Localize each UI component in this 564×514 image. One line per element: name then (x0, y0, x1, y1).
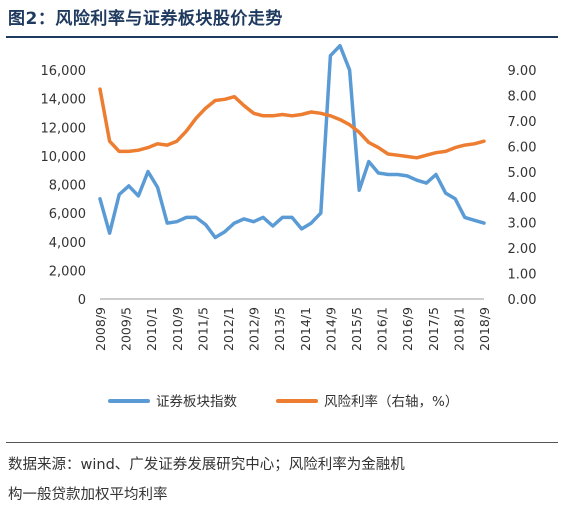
x-axis-tick-label: 2014/9 (323, 307, 338, 351)
x-axis-tick-label: 2010/1 (144, 307, 159, 351)
x-axis-tick-label: 2016/1 (375, 307, 390, 351)
left-axis-tick-label: 10,000 (41, 150, 87, 165)
x-axis-tick-labels: 2008/9 2009/5 2010/1 2010/9 2011/5 2012/1 2012… (93, 307, 492, 351)
left-axis-tick-label: 2,000 (49, 264, 86, 279)
right-axis-tick-label: 4.00 (508, 191, 537, 206)
source-divider (6, 442, 558, 443)
x-axis-tick-label: 2014/1 (298, 307, 313, 351)
left-axis-tick-labels: 0 2,000 4,000 6,000 8,000 10,000 12,000 14,000 1… (41, 64, 87, 308)
right-axis-tick-labels: 0.00 1.00 2.00 3.00 4.00 5.00 6.00 7.00 8.00 9.00 (508, 64, 537, 308)
source-note: 数据来源：wind、广发证券发展研究中心；风险利率为金融机 构一般贷款加权平均利… (8, 450, 556, 510)
right-axis-tick-label: 3.00 (508, 217, 537, 232)
source-line-2: 构一般贷款加权平均利率 (8, 487, 168, 503)
x-axis-tick-label: 2011/5 (195, 307, 210, 351)
x-axis-tick-label: 2012/1 (221, 307, 236, 351)
x-axis-tick-label: 2018/9 (477, 307, 492, 351)
left-axis-tick-label: 0 (78, 293, 86, 308)
left-axis-tick-label: 14,000 (41, 93, 87, 108)
x-axis-tick-label: 2008/9 (93, 307, 108, 351)
source-line-1: 数据来源：wind、广发证券发展研究中心；风险利率为金融机 (8, 457, 405, 473)
right-axis-tick-label: 5.00 (508, 166, 537, 181)
x-axis-tick-label: 2016/9 (400, 307, 415, 351)
right-axis-tick-label: 8.00 (508, 89, 537, 104)
risk-rate-line (98, 87, 486, 160)
x-axis-tick-label: 2009/5 (119, 307, 134, 351)
figure-title: 图2：风险利率与证券板块股价走势 (8, 9, 283, 29)
left-axis-tick-label: 16,000 (41, 64, 87, 79)
x-axis-tick-label: 2010/9 (170, 307, 185, 351)
legend-label: 证券板块指数 (156, 394, 237, 410)
series-lines (98, 43, 486, 240)
left-axis-tick-label: 12,000 (41, 121, 87, 136)
right-axis-tick-label: 7.00 (508, 115, 537, 130)
left-axis-tick-label: 8,000 (49, 179, 86, 194)
line-chart: 0 2,000 4,000 6,000 8,000 10,000 12,000 14,000 1… (41, 43, 537, 410)
x-axis-tick-label: 2013/5 (272, 307, 287, 351)
right-axis-tick-label: 0.00 (508, 293, 537, 308)
left-axis-tick-label: 6,000 (49, 207, 86, 222)
x-axis-tick-label: 2018/1 (451, 307, 466, 351)
legend-label: 风险利率（右轴，%） (324, 393, 458, 410)
left-axis-tick-label: 4,000 (49, 236, 86, 251)
right-axis-tick-label: 2.00 (508, 242, 537, 257)
x-axis-tick-label: 2012/9 (247, 307, 262, 351)
title-divider (6, 36, 558, 38)
right-axis-tick-label: 1.00 (508, 268, 537, 283)
chart-legend: 证券板块指数 风险利率（右轴，%） (108, 393, 458, 410)
right-axis-tick-label: 6.00 (508, 140, 537, 155)
x-axis-tick-label: 2017/5 (426, 307, 441, 351)
right-axis-tick-label: 9.00 (508, 64, 537, 79)
securities-index-line (98, 43, 486, 240)
x-axis-tick-label: 2015/5 (349, 307, 364, 351)
